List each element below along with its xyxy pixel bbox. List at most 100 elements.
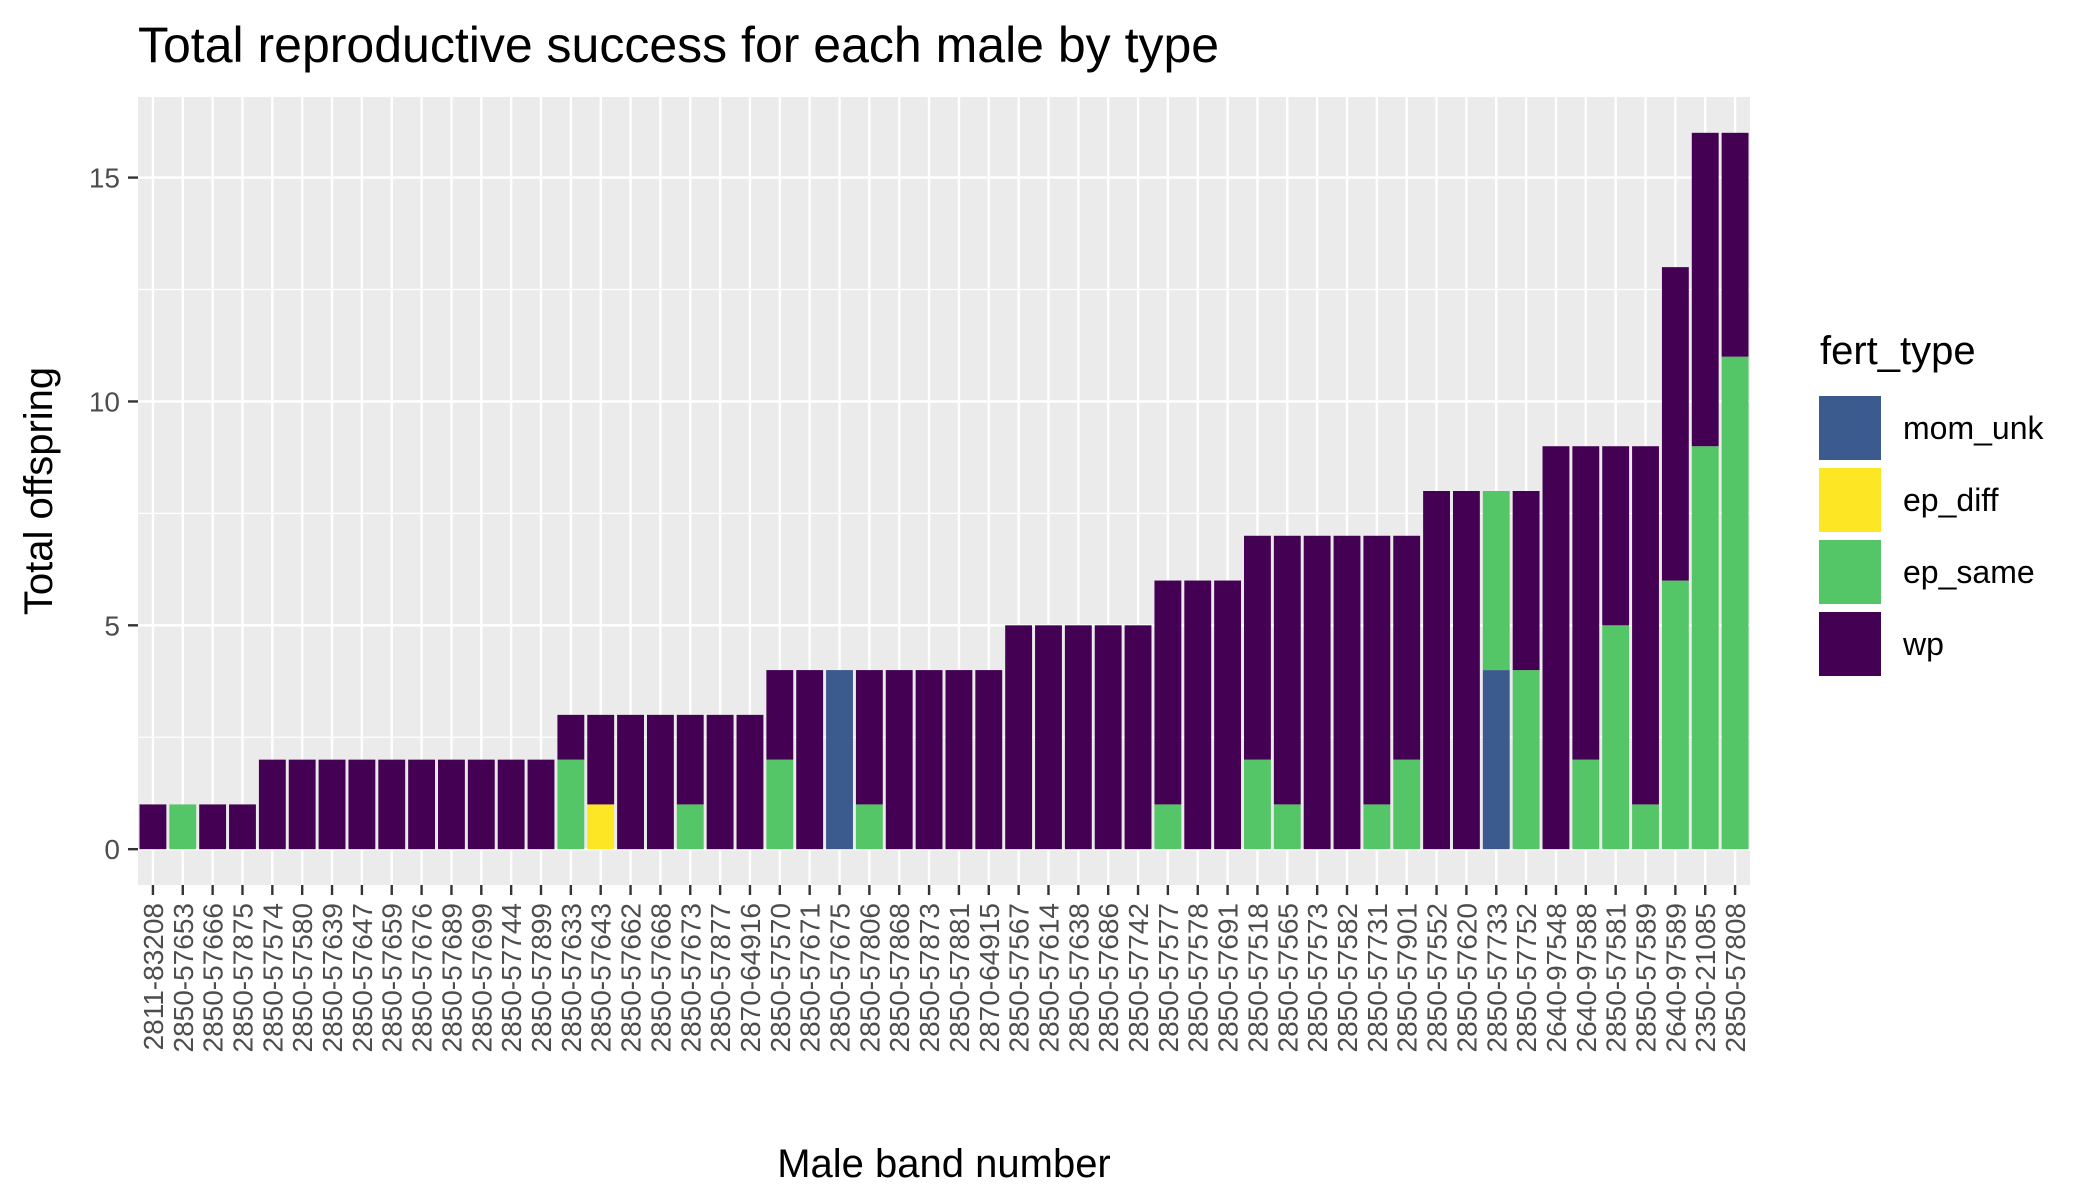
bar-segment-ep_diff: [587, 804, 615, 850]
bar-segment-wp: [1572, 446, 1600, 760]
x-tick-label: 2640-97548: [1541, 903, 1572, 1052]
bar-segment-ep_same: [1273, 804, 1301, 850]
x-tick-label: 2870-64915: [974, 903, 1005, 1052]
bar-segment-ep_same: [1691, 446, 1719, 850]
x-tick-label: 2640-97588: [1571, 903, 1602, 1052]
x-tick-label: 2850-57868: [884, 903, 915, 1052]
x-tick-label: 2850-57620: [1451, 903, 1482, 1052]
x-tick-label: 2850-57582: [1332, 903, 1363, 1052]
bar-segment-wp: [1691, 132, 1719, 447]
bar-segment-ep_same: [1572, 759, 1600, 850]
bar-segment-wp: [1333, 535, 1361, 850]
bar-segment-wp: [1393, 535, 1421, 760]
x-tick-label: 2850-57662: [616, 903, 647, 1052]
bar-segment-wp: [706, 714, 734, 850]
x-tick-label: 2850-57647: [347, 903, 378, 1052]
x-tick-label: 2850-57580: [287, 903, 318, 1052]
bar-segment-ep_same: [169, 804, 197, 850]
x-tick-label: 2850-57577: [1153, 903, 1184, 1052]
bar-segment-wp: [587, 714, 615, 805]
x-tick-label: 2850-57666: [198, 903, 229, 1052]
x-tick-label: 2850-57873: [914, 903, 945, 1052]
x-tick-label: 2850-57686: [1093, 903, 1124, 1052]
bar-segment-ep_same: [1393, 759, 1421, 850]
bar-segment-wp: [318, 759, 346, 850]
x-tick-label: 2850-57638: [1063, 903, 1094, 1052]
bar-segment-mom_unk: [1482, 670, 1510, 850]
x-tick-label: 2850-57639: [317, 903, 348, 1052]
bar-segment-wp: [1452, 491, 1480, 850]
x-tick-label: 2850-57614: [1033, 903, 1064, 1052]
bar-segment-wp: [1661, 267, 1689, 581]
bar-segment-wp: [945, 670, 973, 850]
y-axis-title: Total offspring: [17, 367, 61, 615]
bar-segment-wp: [1094, 625, 1122, 850]
legend-key-ep_same: [1817, 538, 1883, 606]
x-axis-title: Male band number: [777, 1142, 1111, 1186]
x-tick-label: 2811-83208: [138, 903, 169, 1050]
bars: [139, 132, 1749, 850]
bar-segment-wp: [408, 759, 436, 850]
bar-segment-wp: [199, 804, 227, 850]
bar-segment-wp: [1244, 535, 1271, 760]
bar-segment-wp: [646, 714, 674, 850]
bar-segment-wp: [1512, 491, 1540, 671]
legend-label-ep_same: ep_same: [1903, 554, 2035, 590]
x-tick-label: 2850-57675: [825, 903, 856, 1052]
x-tick-label: 2850-57742: [1123, 903, 1154, 1052]
bar-segment-ep_same: [1661, 580, 1689, 850]
x-tick-label: 2850-57552: [1422, 903, 1453, 1052]
bar-segment-wp: [258, 759, 286, 850]
bar-segment-wp: [527, 759, 555, 850]
x-tick-label: 2850-57570: [765, 903, 796, 1052]
x-tick-label: 2850-57877: [705, 903, 736, 1052]
bar-segment-wp: [1214, 580, 1242, 850]
x-tick-label: 2850-57565: [1272, 903, 1303, 1052]
bar-segment-wp: [617, 714, 644, 850]
x-axis: 2811-832082850-576532850-576662850-57875…: [138, 885, 1751, 1052]
x-tick-label: 2850-57752: [1511, 903, 1542, 1052]
x-tick-label: 2850-57806: [854, 903, 885, 1052]
bar-segment-wp: [1273, 535, 1301, 805]
bar-segment-wp: [1303, 535, 1331, 850]
bar-segment-wp: [497, 759, 525, 850]
bar-segment-wp: [467, 759, 495, 850]
x-tick-label: 2850-57518: [1242, 903, 1273, 1052]
x-tick-label: 2850-57901: [1392, 903, 1423, 1052]
x-tick-label: 2850-57744: [496, 903, 527, 1052]
x-tick-label: 2850-57643: [586, 903, 617, 1052]
x-tick-label: 2870-64916: [735, 903, 766, 1052]
bar-segment-wp: [1184, 580, 1212, 850]
bar-segment-wp: [557, 714, 585, 760]
bar-segment-wp: [348, 759, 376, 850]
bar-segment-ep_same: [1363, 804, 1391, 850]
bar-segment-ep_same: [557, 759, 585, 850]
bar-segment-wp: [288, 759, 316, 850]
legend-label-wp: wp: [1902, 626, 1944, 662]
x-tick-label: 2850-57581: [1601, 903, 1632, 1052]
x-tick-label: 2850-57673: [675, 903, 706, 1052]
x-tick-label: 2850-57574: [257, 903, 288, 1052]
chart-title: Total reproductive success for each male…: [138, 17, 1219, 73]
x-tick-label: 2850-57881: [944, 903, 975, 1052]
bar-segment-ep_same: [1512, 670, 1540, 850]
legend-title: fert_type: [1820, 329, 1976, 373]
x-tick-label: 2850-57733: [1481, 903, 1512, 1052]
legend-key-mom_unk: [1817, 394, 1883, 462]
x-tick-label: 2850-57671: [795, 903, 826, 1052]
bar-segment-wp: [1423, 491, 1450, 850]
bar-segment-wp: [1035, 625, 1062, 850]
bar-segment-wp: [378, 759, 406, 850]
y-tick-label: 15: [89, 163, 120, 194]
bar-segment-wp: [915, 670, 943, 850]
bar-segment-wp: [975, 670, 1003, 850]
bar-segment-wp: [1154, 580, 1182, 805]
x-tick-label: 2850-57653: [168, 903, 199, 1052]
bar-segment-wp: [1005, 625, 1033, 850]
y-tick-label: 0: [104, 834, 120, 865]
bar-segment-wp: [736, 714, 764, 850]
x-tick-label: 2850-57808: [1720, 903, 1751, 1052]
x-tick-label: 2850-57573: [1302, 903, 1333, 1052]
